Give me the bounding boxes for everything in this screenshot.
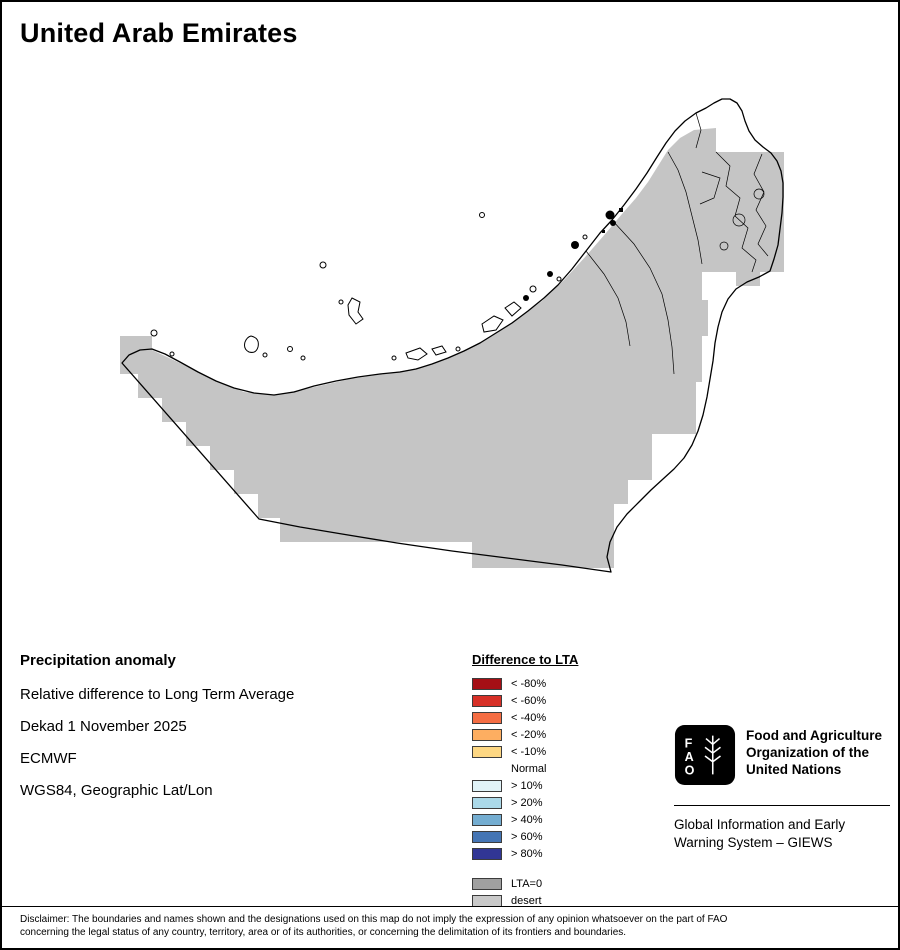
legend-item: < -60% <box>472 692 578 709</box>
legend-swatch <box>472 894 502 907</box>
wheat-icon <box>704 735 721 775</box>
legend-label: < -10% <box>511 745 547 758</box>
map-info-block: Precipitation anomaly Relative differenc… <box>20 652 294 814</box>
islands-solid <box>523 208 623 301</box>
fao-logo-icon: F A O <box>674 724 736 786</box>
legend-item: > 60% <box>472 828 578 845</box>
legend-label: desert <box>511 894 542 907</box>
info-line-dekad: Dekad 1 November 2025 <box>20 718 187 735</box>
legend-label: > 10% <box>511 779 543 792</box>
fao-org-name: Food and Agriculture Organization of the… <box>746 728 882 777</box>
legend-label: < -80% <box>511 677 547 690</box>
legend-item: < -20% <box>472 726 578 743</box>
legend-swatch <box>472 745 502 758</box>
legend-swatch <box>472 830 502 843</box>
legend-label: > 80% <box>511 847 543 860</box>
giews-program-name: Global Information and Early Warning Sys… <box>674 817 846 850</box>
legend-label: < -40% <box>511 711 547 724</box>
legend-swatch <box>472 763 502 775</box>
info-line-method: Relative difference to Long Term Average <box>20 686 295 703</box>
legend-label: > 20% <box>511 796 543 809</box>
legend-swatch <box>472 796 502 809</box>
legend-swatch <box>472 877 502 890</box>
info-line-source: ECMWF <box>20 750 77 767</box>
legend-swatch <box>472 711 502 724</box>
legend-label: Normal <box>511 762 547 775</box>
legend-rows: < -80% < -60% < -40% < -20% < -10% Normal > 10… <box>472 675 578 862</box>
legend-title: Difference to LTA <box>472 652 579 667</box>
country-border <box>121 98 784 573</box>
uae-landmass <box>120 128 784 568</box>
islands <box>150 212 588 361</box>
legend-label: > 40% <box>511 813 543 826</box>
legend-item: > 20% <box>472 794 578 811</box>
legend-item: > 10% <box>472 777 578 794</box>
legend-label: < -60% <box>511 694 547 707</box>
fao-block: F A O Food and Agriculture Organization … <box>674 724 890 852</box>
legend-item: < -40% <box>472 709 578 726</box>
admin-boundaries <box>585 112 769 375</box>
legend-item: LTA=0 <box>472 875 578 892</box>
fao-divider <box>674 805 890 806</box>
info-heading: Precipitation anomaly <box>20 652 176 669</box>
disclaimer-bar: Disclaimer: The boundaries and names sho… <box>2 906 898 948</box>
legend-swatch <box>472 847 502 860</box>
legend-label: > 60% <box>511 830 543 843</box>
legend-swatch <box>472 728 502 741</box>
fao-logo-letter-o: O <box>685 763 695 777</box>
legend: Difference to LTA < -80% < -60% < -40% < -2… <box>472 652 578 909</box>
legend-item: > 80% <box>472 845 578 862</box>
legend-swatch <box>472 813 502 826</box>
legend-item: Normal <box>472 760 578 777</box>
legend-item: < -80% <box>472 675 578 692</box>
fao-logo-letter-f: F <box>685 736 693 750</box>
info-line-projection: WGS84, Geographic Lat/Lon <box>20 782 213 799</box>
disclaimer-text: Disclaimer: The boundaries and names sho… <box>20 914 728 938</box>
legend-swatch <box>472 779 502 792</box>
legend-label: < -20% <box>511 728 547 741</box>
legend-gap <box>472 862 578 875</box>
legend-swatch <box>472 694 502 707</box>
legend-label: LTA=0 <box>511 877 543 890</box>
page-title: United Arab Emirates <box>20 18 298 48</box>
legend-swatch <box>472 677 502 690</box>
legend-item: > 40% <box>472 811 578 828</box>
legend-extra-rows: LTA=0 desert <box>472 875 578 909</box>
legend-item: < -10% <box>472 743 578 760</box>
fao-logo-letter-a: A <box>685 750 694 764</box>
